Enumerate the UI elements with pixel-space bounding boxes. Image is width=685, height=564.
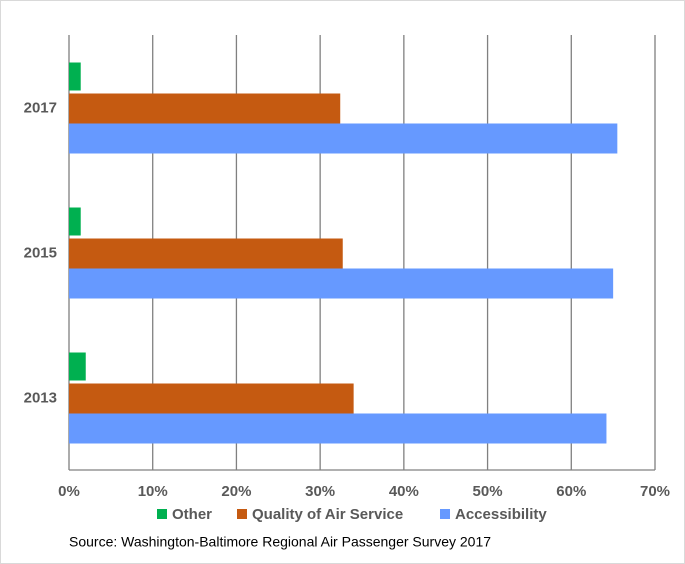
bar	[69, 383, 354, 414]
y-tick-label: 2017	[24, 99, 57, 116]
x-tick-label: 50%	[473, 483, 503, 500]
x-tick-label: 60%	[556, 483, 586, 500]
x-tick-label: 30%	[305, 483, 335, 500]
y-tick-label: 2013	[24, 389, 57, 406]
source-note: Source: Washington-Baltimore Regional Ai…	[69, 534, 491, 550]
legend-swatch	[157, 509, 167, 519]
bar	[69, 238, 343, 269]
x-tick-label: 0%	[58, 483, 80, 500]
x-tick-label: 20%	[221, 483, 251, 500]
bar	[69, 93, 341, 124]
legend-label: Quality of Air Service	[252, 506, 403, 523]
bar	[69, 413, 607, 444]
x-tick-label: 40%	[389, 483, 419, 500]
bar	[69, 207, 81, 236]
legend-label: Other	[172, 506, 212, 523]
x-tick-label: 70%	[640, 483, 670, 500]
bar	[69, 268, 614, 299]
bar	[69, 62, 81, 91]
legend-swatch	[440, 509, 450, 519]
x-tick-label: 10%	[138, 483, 168, 500]
legend-swatch	[237, 509, 247, 519]
y-tick-label: 2015	[24, 244, 57, 261]
legend-label: Accessibility	[455, 506, 547, 523]
bar	[69, 352, 86, 381]
bar	[69, 123, 618, 154]
